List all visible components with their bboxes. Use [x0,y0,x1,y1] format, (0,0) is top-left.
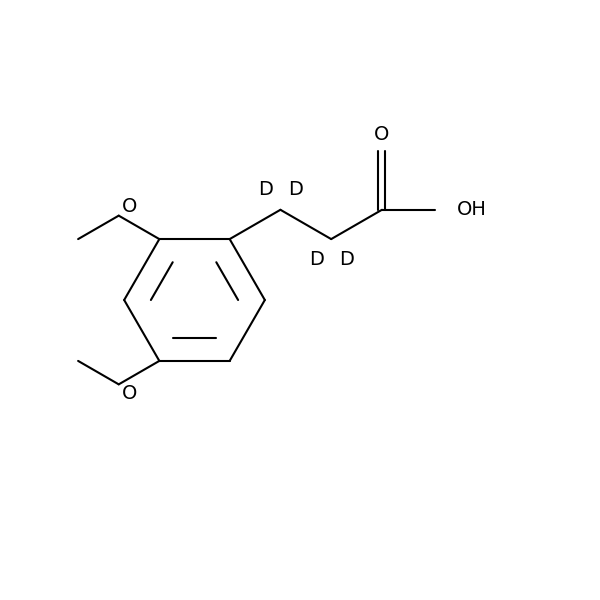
Text: OH: OH [457,200,487,219]
Text: D: D [339,250,353,269]
Text: D: D [309,250,323,269]
Text: D: D [288,179,303,199]
Text: O: O [122,197,137,217]
Text: O: O [374,125,389,144]
Text: O: O [122,383,137,403]
Text: D: D [258,179,273,199]
